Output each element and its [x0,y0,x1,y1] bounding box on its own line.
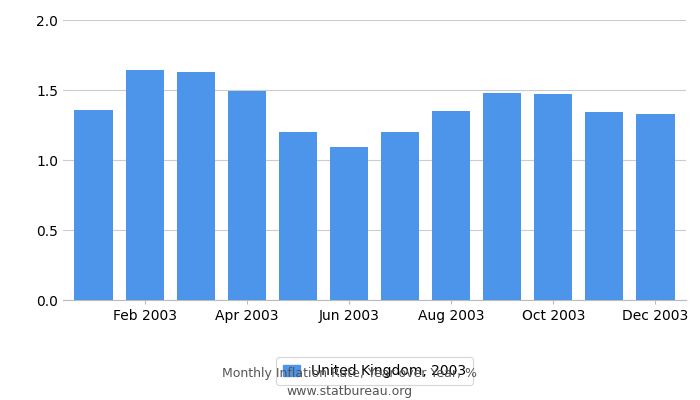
Bar [228,91,266,300]
Bar [279,132,317,300]
Legend: United Kingdom, 2003: United Kingdom, 2003 [276,357,473,385]
Bar [585,112,624,300]
Bar [636,114,675,300]
Bar [125,70,164,300]
Text: Monthly Inflation Rate, Year over Year, %
www.statbureau.org: Monthly Inflation Rate, Year over Year, … [223,366,477,398]
Bar [432,111,470,300]
Bar [74,110,113,300]
Bar [176,72,215,300]
Bar [483,93,522,300]
Bar [381,132,419,300]
Bar [534,94,573,300]
Bar [330,147,368,300]
